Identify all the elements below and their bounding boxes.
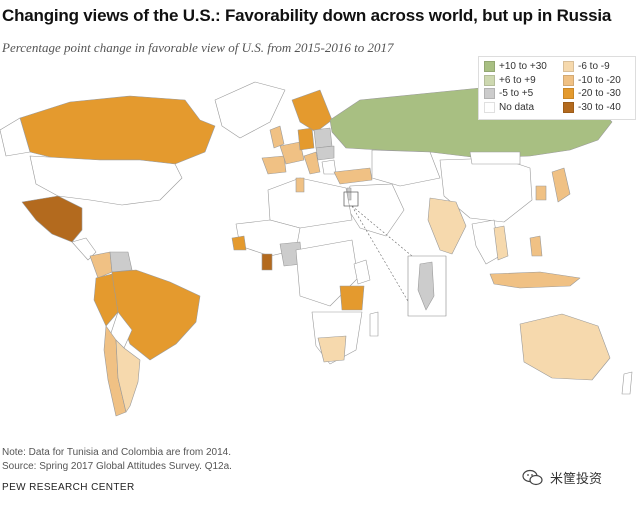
israel-zoom-source <box>343 191 359 207</box>
region-peru <box>93 273 119 327</box>
source-text: Source: Spring 2017 Global Attitudes Sur… <box>2 461 232 472</box>
legend-item: -10 to -20 <box>563 74 621 88</box>
region-canada <box>19 95 216 165</box>
wechat-icon <box>522 469 543 485</box>
legend-label: -6 to -9 <box>578 61 610 73</box>
region-kenya <box>353 259 371 285</box>
note-text: Note: Data for Tunisia and Colombia are … <box>2 447 232 458</box>
region-alaska <box>0 117 31 157</box>
region-hungary <box>315 145 335 161</box>
legend-label: -30 to -40 <box>578 101 621 113</box>
region-japan <box>551 167 571 203</box>
region-se-asia <box>471 219 501 265</box>
region-madagascar <box>369 311 379 337</box>
legend-item: -6 to -9 <box>563 60 621 74</box>
region-greenland <box>214 81 286 139</box>
region-south-korea <box>535 185 547 201</box>
region-poland <box>313 127 333 149</box>
legend-item: -30 to -40 <box>563 101 621 115</box>
region-india <box>427 197 467 255</box>
region-indonesia <box>489 271 581 289</box>
watermark: 米筐投资 <box>522 468 602 487</box>
legend-swatch <box>563 74 574 86</box>
world-map <box>0 81 633 417</box>
legend-label: +10 to +30 <box>499 61 547 73</box>
legend-column-left: +10 to +30 +6 to +9 -5 to +5 No data <box>484 60 547 114</box>
legend-column-right: -6 to -9 -10 to -20 -20 to -30 -30 to -4… <box>563 60 621 114</box>
region-tanzania <box>339 285 365 311</box>
legend-swatch <box>563 88 574 100</box>
legend-item: No data <box>484 101 547 115</box>
region-spain <box>261 155 287 175</box>
region-brazil <box>111 269 201 361</box>
region-germany <box>297 127 315 151</box>
region-australia <box>519 313 611 381</box>
chart-title: Changing views of the U.S.: Favorability… <box>2 6 612 25</box>
region-central-america <box>71 237 97 261</box>
region-france <box>279 141 305 165</box>
legend-item: -20 to -30 <box>563 87 621 101</box>
region-italy <box>303 151 321 175</box>
legend-swatch <box>484 101 495 113</box>
legend-item: +6 to +9 <box>484 74 547 88</box>
map-legend: +10 to +30 +6 to +9 -5 to +5 No data -6 … <box>478 56 636 120</box>
region-usa <box>29 155 183 206</box>
region-israel-inset <box>417 261 435 311</box>
legend-swatch <box>484 88 495 100</box>
region-tunisia <box>295 177 305 193</box>
region-scandinavia <box>291 89 333 133</box>
region-mexico <box>21 195 83 243</box>
region-south-africa <box>317 335 347 363</box>
legend-label: -5 to +5 <box>499 88 534 100</box>
region-vietnam <box>493 225 509 261</box>
region-colombia <box>89 251 113 279</box>
region-turkey <box>333 167 373 185</box>
region-venezuela <box>109 251 133 273</box>
legend-swatch <box>563 101 574 113</box>
watermark-text: 米筐投资 <box>550 471 603 486</box>
region-uk <box>269 125 285 149</box>
region-new-zealand <box>621 371 633 395</box>
chart-notes: Note: Data for Tunisia and Colombia are … <box>2 446 232 474</box>
region-ghana <box>261 253 273 271</box>
region-argentina <box>115 339 141 413</box>
legend-swatch <box>563 61 574 73</box>
legend-item: -5 to +5 <box>484 87 547 101</box>
legend-swatch <box>484 74 495 86</box>
footer-credit: PEW RESEARCH CENTER <box>2 482 135 493</box>
legend-label: No data <box>499 101 535 113</box>
region-north-africa <box>267 177 353 229</box>
region-mongolia <box>469 151 521 165</box>
legend-item: +10 to +30 <box>484 60 547 74</box>
region-central-asia <box>371 149 441 187</box>
legend-label: -10 to -20 <box>578 74 621 86</box>
legend-label: +6 to +9 <box>499 74 536 86</box>
region-philippines <box>529 235 543 257</box>
legend-label: -20 to -30 <box>578 88 621 100</box>
legend-swatch <box>484 61 495 73</box>
region-senegal <box>231 235 247 251</box>
chart-subtitle: Percentage point change in favorable vie… <box>2 40 394 55</box>
